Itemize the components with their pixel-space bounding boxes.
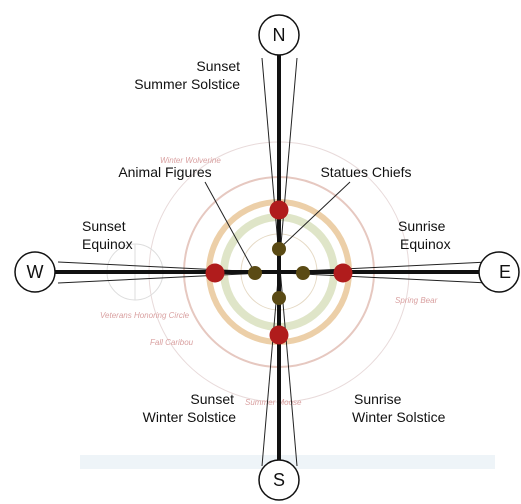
label: Statues Chiefs — [320, 164, 411, 180]
compass-e: E — [499, 262, 511, 282]
label: Sunset — [190, 391, 234, 407]
label: Winter Solstice — [352, 409, 446, 425]
plan-label: Winter Wolverine — [160, 156, 221, 165]
label: Sunset — [196, 58, 240, 74]
label: Equinox — [82, 236, 133, 252]
label: Equinox — [400, 236, 451, 252]
axes — [55, 55, 479, 460]
plan-label: Veterans Honoring Circle — [100, 311, 190, 320]
compass-n: N — [273, 25, 286, 45]
compass — [14, 14, 520, 501]
label: Sunrise — [354, 391, 402, 407]
compass-w: W — [27, 262, 44, 282]
plan-label: Fall Caribou — [150, 338, 194, 347]
plan-label: Summer Moose — [245, 398, 302, 407]
label: Winter Solstice — [143, 409, 237, 425]
compass-s: S — [273, 470, 285, 490]
label: Sunrise — [398, 218, 446, 234]
labels: Sunset Summer Solstice Animal Figures St… — [82, 58, 451, 425]
plan-label: Spring Bear — [395, 296, 438, 305]
label: Sunset — [82, 218, 126, 234]
dots — [205, 200, 353, 345]
label: Summer Solstice — [134, 76, 240, 92]
label: Animal Figures — [118, 164, 211, 180]
